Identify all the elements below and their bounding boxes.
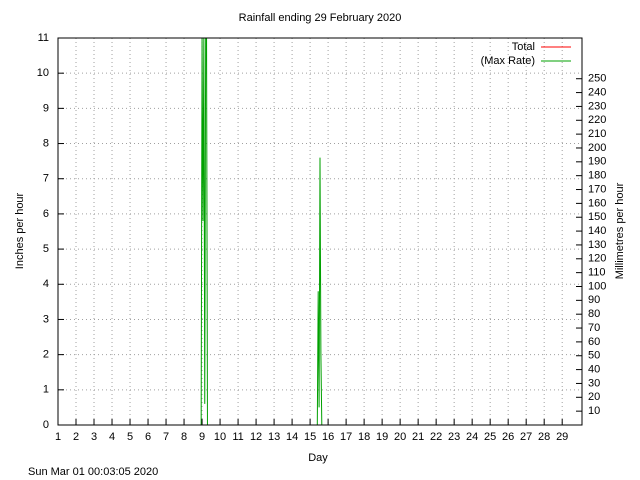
x-tick-label: 9 — [199, 431, 205, 443]
legend-label: (Max Rate) — [481, 55, 535, 67]
y-tick-label: 5 — [43, 243, 49, 255]
legend-label: Total — [512, 41, 535, 53]
y2-tick-label: 190 — [588, 156, 606, 168]
x-tick-label: 16 — [322, 431, 334, 443]
y2-tick-label: 220 — [588, 114, 606, 126]
legend: Total (Max Rate) — [481, 41, 571, 67]
y2-tick-label: 40 — [588, 364, 600, 376]
x-tick-label: 4 — [109, 431, 115, 443]
y2-tick-label: 120 — [588, 253, 606, 265]
y-axis-label: Inches per hour — [14, 192, 26, 269]
x-tick-label: 10 — [214, 431, 226, 443]
y2-tick-label: 150 — [588, 211, 606, 223]
y2-tick-label: 100 — [588, 280, 606, 292]
y-tick-label: 8 — [43, 137, 49, 149]
x-tick-label: 29 — [556, 431, 568, 443]
y2-axis-label: Millimetres per hour — [614, 182, 626, 279]
x-axis-label: Day — [308, 452, 328, 464]
y2-tick-label: 170 — [588, 183, 606, 195]
x-tick-label: 13 — [268, 431, 280, 443]
x-tick-label: 21 — [412, 431, 424, 443]
x-tick-label: 19 — [376, 431, 388, 443]
x-tick-label: 17 — [340, 431, 352, 443]
data-line — [200, 38, 323, 425]
y-tick-label: 2 — [43, 349, 49, 361]
y2-tick-label: 250 — [588, 73, 606, 85]
x-tick-label: 24 — [466, 431, 478, 443]
y2-tick-label: 240 — [588, 86, 606, 98]
x-tick-label: 5 — [127, 431, 133, 443]
x-tick-label: 23 — [448, 431, 460, 443]
y2-tick-label: 160 — [588, 197, 606, 209]
y-tick-label: 10 — [37, 67, 49, 79]
y2-tick-label: 130 — [588, 239, 606, 251]
y2-tick-label: 70 — [588, 322, 600, 334]
y-tick-label: 9 — [43, 102, 49, 114]
y2-tick-label: 80 — [588, 308, 600, 320]
x-tick-label: 15 — [304, 431, 316, 443]
x-tick-label: 12 — [250, 431, 262, 443]
y-tick-label: 7 — [43, 173, 49, 185]
y-tick-label: 1 — [43, 384, 49, 396]
y2-tick-label: 210 — [588, 128, 606, 140]
x-tick-label: 18 — [358, 431, 370, 443]
axes: 1 2 3 4 5 6 7 8 9 10 11 12 13 14 15 16 17 18 19 20 21 22 23 24 2… — [37, 32, 607, 443]
y-tick-label: 3 — [43, 313, 49, 325]
x-tick-label: 6 — [145, 431, 151, 443]
y-tick-label: 0 — [43, 419, 49, 431]
y2-tick-label: 230 — [588, 100, 606, 112]
y2-tick-label: 140 — [588, 225, 606, 237]
x-tick-label: 7 — [163, 431, 169, 443]
chart-title: Rainfall ending 29 February 2020 — [239, 12, 402, 24]
y2-tick-label: 180 — [588, 170, 606, 182]
y2-tick-label: 90 — [588, 294, 600, 306]
x-tick-label: 28 — [538, 431, 550, 443]
y2-tick-label: 10 — [588, 405, 600, 417]
x-tick-label: 25 — [484, 431, 496, 443]
x-tick-label: 26 — [502, 431, 514, 443]
x-tick-label: 14 — [286, 431, 298, 443]
y2-tick-label: 50 — [588, 350, 600, 362]
y2-tick-label: 200 — [588, 142, 606, 154]
x-tick-label: 27 — [520, 431, 532, 443]
footer: Sun Mar 01 00:03:05 2020 — [28, 466, 158, 478]
y2-tick-label: 20 — [588, 391, 600, 403]
y2-tick-label: 60 — [588, 336, 600, 348]
x-tick-label: 22 — [430, 431, 442, 443]
y2-tick-label: 30 — [588, 377, 600, 389]
y-tick-label: 6 — [43, 208, 49, 220]
x-tick-label: 8 — [181, 431, 187, 443]
x-tick-label: 11 — [232, 431, 243, 443]
y-tick-label: 4 — [43, 278, 49, 290]
y2-tick-label: 110 — [588, 267, 606, 279]
plot-area — [200, 38, 323, 425]
x-tick-label: 1 — [55, 431, 61, 443]
y-tick-label: 11 — [38, 32, 49, 44]
x-tick-label: 3 — [91, 431, 97, 443]
x-tick-label: 20 — [394, 431, 406, 443]
x-tick-label: 2 — [73, 431, 79, 443]
